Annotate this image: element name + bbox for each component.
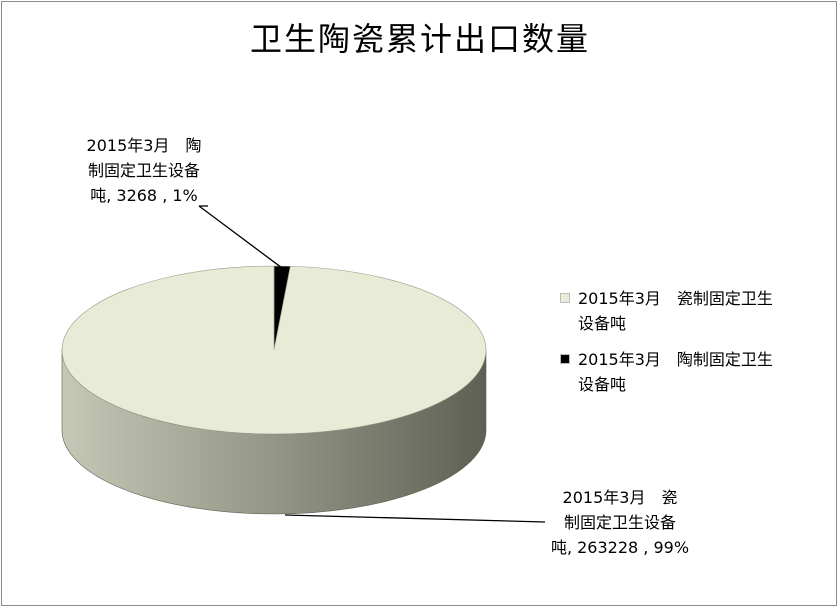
legend-item-cizhi: 2015年3月 瓷制固定卫生 设备吨 bbox=[558, 286, 828, 336]
leader-line-cizhi bbox=[284, 514, 546, 523]
legend-label-taoci-line1: 2015年3月 陶制固定卫生 bbox=[578, 350, 773, 369]
pie-slice-cizhi bbox=[61, 265, 487, 435]
chart-title: 卫生陶瓷累计出口数量 bbox=[249, 20, 590, 58]
legend-label-cizhi-line1: 2015年3月 瓷制固定卫生 bbox=[578, 289, 773, 308]
chart-legend: 2015年3月 瓷制固定卫生 设备吨 2015年3月 陶制固定卫生 设备吨 bbox=[558, 286, 828, 408]
legend-item-taoci: 2015年3月 陶制固定卫生 设备吨 bbox=[558, 347, 828, 397]
data-label-cizhi: 2015年3月 瓷 制固定卫生设备 吨, 263228 , 99% bbox=[530, 485, 710, 560]
data-label-cizhi-line1: 2015年3月 瓷 bbox=[562, 488, 678, 507]
legend-label-cizhi-line2: 设备吨 bbox=[578, 314, 627, 333]
legend-label-taoci-line2: 设备吨 bbox=[578, 375, 627, 394]
data-label-taoci-line1: 2015年3月 陶 bbox=[86, 136, 202, 155]
data-label-cizhi-line3: 吨, 263228 , 99% bbox=[550, 538, 690, 557]
data-label-taoci-line3: 吨, 3268 , 1% bbox=[90, 186, 198, 205]
data-label-cizhi-line2: 制固定卫生设备 bbox=[563, 513, 676, 532]
legend-swatch-cizhi bbox=[560, 293, 570, 303]
legend-swatch-taoci bbox=[560, 354, 570, 364]
data-label-taoci: 2015年3月 陶 制固定卫生设备 吨, 3268 , 1% bbox=[64, 133, 224, 208]
leader-line-taoci bbox=[198, 205, 283, 269]
data-label-taoci-line2: 制固定卫生设备 bbox=[87, 161, 200, 180]
